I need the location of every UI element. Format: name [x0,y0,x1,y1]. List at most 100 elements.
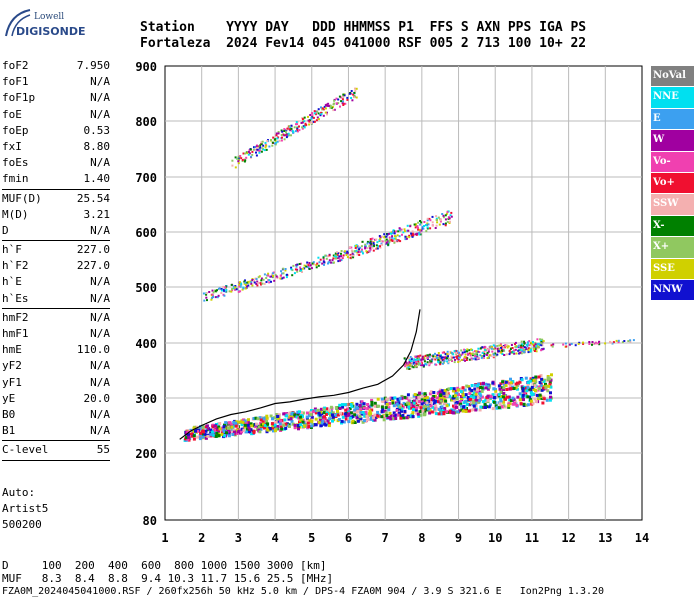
echo-point [380,410,384,414]
echo-point [423,412,427,416]
echo-point [420,229,423,232]
echo-point [533,384,537,388]
echo-point [491,393,495,397]
echo-point [463,356,466,358]
echo-point [417,362,420,365]
echo-point [474,358,477,361]
echo-point [362,402,366,406]
echo-point [227,421,231,425]
echo-point [423,392,427,396]
echo-point [290,134,292,137]
echo-point [220,292,223,294]
echo-point [279,419,283,423]
echo-point [528,379,532,383]
echo-point [380,415,384,419]
echo-point [329,106,332,109]
echo-point [315,264,318,266]
echo-point [345,254,348,256]
echo-point [406,224,409,227]
echo-point [425,396,429,400]
echo-point [488,403,492,407]
echo-point [515,403,519,407]
echo-point [309,119,311,122]
echo-point [550,373,553,377]
param-value: 1.40 [83,172,111,186]
echo-point [366,240,369,243]
echo-point [437,412,441,416]
echo-point [288,425,291,428]
echo-point [201,435,205,439]
echo-point [353,408,357,412]
echo-point [309,413,313,417]
echo-point [411,232,414,235]
echo-point [298,420,301,424]
echo-point [548,398,552,402]
echo-point [342,93,345,96]
echo-point [350,97,353,99]
echo-point [247,150,250,153]
echo-point [199,431,203,435]
echo-point [410,360,412,363]
echo-point [310,409,313,412]
param-row: MUF(D) 25.54 [2,191,110,207]
echo-point [296,423,300,427]
echo-point [494,347,497,350]
header-values: Fortaleza 2024 Fev14 045 041000 RSF 005 … [140,36,587,51]
echo-point [366,407,370,411]
logo-text-digisonde: DIGISONDE [16,25,86,38]
echo-point [533,350,536,352]
echo-point [306,421,310,425]
echo-point [419,404,422,408]
echo-point [500,351,502,354]
echo-point [387,241,390,244]
echo-point [332,109,335,112]
echo-point [383,236,386,239]
echo-point [311,410,315,414]
echo-point [468,352,471,355]
echo-point [350,249,353,252]
echo-point [324,413,328,416]
echo-point [390,239,393,241]
echo-point [362,419,366,423]
echo-point [365,415,369,418]
echo-point [415,411,418,415]
echo-point [246,152,249,155]
echo-point [467,385,470,389]
echo-point [431,215,434,218]
echo-point [337,102,340,105]
echo-point [284,134,287,137]
echo-point [423,396,427,400]
echo-point [454,394,457,398]
echo-point [413,223,416,226]
echo-point [205,296,208,299]
echo-point [349,253,352,256]
echo-point [338,251,341,254]
x-tick-label: 11 [525,531,539,545]
echo-point [372,249,375,252]
echo-point [384,239,387,242]
echo-point [531,343,534,346]
echo-point [429,227,432,230]
echo-point [268,427,272,431]
echo-point [451,356,454,359]
echo-point [223,434,227,438]
echo-point [521,389,525,393]
echo-point [462,405,466,409]
echo-point [388,238,391,241]
echo-point [398,229,401,231]
echo-point [447,210,450,213]
echo-point [247,284,250,287]
echo-point [262,278,265,281]
legend-item-x: X+ [651,237,694,259]
echo-point [341,102,344,105]
echo-point [217,434,221,438]
echo-point [472,353,475,356]
x-tick-label: 9 [455,531,462,545]
echo-point [475,388,479,392]
echo-point [458,351,460,354]
echo-point [309,426,313,429]
echo-point [310,419,314,423]
echo-point [343,94,346,97]
echo-point [518,398,522,402]
echo-point [467,409,471,413]
